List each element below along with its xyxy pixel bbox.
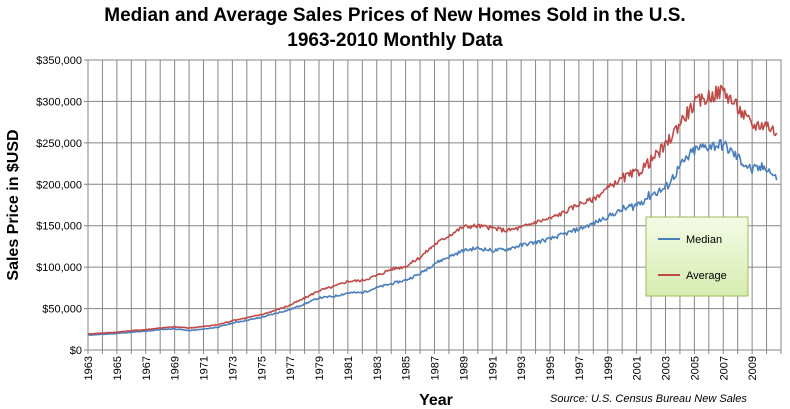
x-axis-title: Year <box>419 392 453 409</box>
x-tick-label: 1985 <box>401 356 413 380</box>
x-tick-label: 1993 <box>516 356 528 380</box>
x-tick-label: 1979 <box>314 356 326 380</box>
x-tick-label: 1989 <box>458 356 470 380</box>
x-tick-label: 2003 <box>661 356 673 380</box>
x-tick-label: 1999 <box>603 356 615 380</box>
x-tick-label: 1977 <box>285 356 297 380</box>
y-axis-title: Sales Price in $USD <box>5 129 22 280</box>
x-tick-label: 1967 <box>141 356 153 380</box>
x-tick-label: 1987 <box>430 356 442 380</box>
x-tick-label: 2001 <box>632 356 644 380</box>
x-tick-label: 2009 <box>747 356 759 380</box>
x-tick-label: 1983 <box>372 356 384 380</box>
legend-label-average: Average <box>686 270 727 282</box>
x-tick-label: 1981 <box>343 356 355 380</box>
x-tick-label: 1971 <box>199 356 211 380</box>
x-tick-label: 1991 <box>487 356 499 380</box>
x-tick-label: 1965 <box>112 356 124 380</box>
x-tick-label: 1963 <box>83 356 95 380</box>
x-tick-label: 1995 <box>545 356 557 380</box>
x-tick-label: 1969 <box>170 356 182 380</box>
legend-label-median: Median <box>686 234 722 246</box>
chart-subtitle: 1963-2010 Monthly Data <box>287 30 503 51</box>
y-tick-label: $150,000 <box>36 221 82 233</box>
y-tick-label: $100,000 <box>36 262 82 274</box>
y-tick-label: $300,000 <box>36 96 82 108</box>
series-line-average <box>87 84 778 335</box>
x-tick-label: 1975 <box>256 356 268 380</box>
series-lines <box>87 84 778 336</box>
x-tick-label: 1997 <box>574 356 586 380</box>
y-tick-label: $350,000 <box>36 55 82 67</box>
y-tick-label: $50,000 <box>42 304 82 316</box>
x-axis-ticks: 1963 1965 1967 1969 1971 1973 1975 1977 1979 1981… <box>83 350 782 380</box>
x-tick-label: 2005 <box>689 356 701 380</box>
y-tick-label: $0 <box>70 345 82 357</box>
series-line-median <box>87 139 778 336</box>
x-tick-label: 1973 <box>227 356 239 380</box>
legend: Median Average <box>645 216 749 297</box>
source-note: Source: U.S. Census Bureau New Sales <box>550 393 747 405</box>
y-tick-label: $250,000 <box>36 138 82 150</box>
legend-box <box>645 216 749 297</box>
chart-title: Median and Average Sales Prices of New H… <box>104 5 686 26</box>
y-axis-ticks: $0 $50,000 $100,000 $150,000 $200,000 $250,00… <box>36 55 88 357</box>
y-tick-label: $200,000 <box>36 179 82 191</box>
x-tick-label: 2007 <box>718 356 730 380</box>
